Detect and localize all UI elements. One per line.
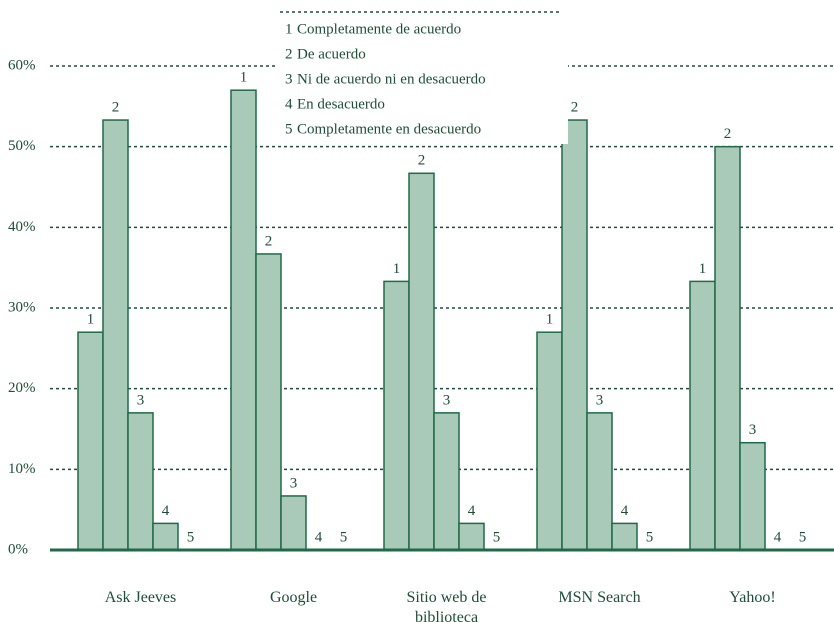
bar <box>433 412 460 551</box>
legend-label: Completamente de acuerdo <box>297 21 461 37</box>
bar-label: 1 <box>240 70 248 86</box>
bar-label: 5 <box>340 529 348 545</box>
legend-number: 3 <box>285 71 293 87</box>
y-tick-label: 20% <box>8 380 36 396</box>
bar-label: 1 <box>393 261 401 277</box>
bar-label: 2 <box>724 126 732 142</box>
bar-label: 2 <box>265 233 273 249</box>
bar-label: 2 <box>112 99 120 115</box>
bar-label: 5 <box>799 529 807 545</box>
bar-label: 3 <box>137 392 145 408</box>
y-tick-label: 50% <box>8 138 36 154</box>
bar <box>408 172 435 551</box>
y-tick-label: 10% <box>8 461 36 477</box>
bar-label: 5 <box>493 529 501 545</box>
bar-label: 4 <box>774 529 782 545</box>
legend-label: Ni de acuerdo ni en desacuerdo <box>297 71 486 87</box>
legend-label: Completamente en desacuerdo <box>297 121 481 137</box>
legend-number: 1 <box>285 21 293 37</box>
bar <box>561 119 588 551</box>
bar <box>689 280 716 551</box>
legend-number: 2 <box>285 46 293 62</box>
bar <box>739 441 766 551</box>
bar-label: 1 <box>87 312 95 328</box>
legend-label: De acuerdo <box>297 46 366 62</box>
bar <box>280 495 307 551</box>
y-tick-label: 60% <box>8 57 36 73</box>
bar-label: 3 <box>749 422 757 438</box>
bar <box>383 280 410 551</box>
legend-label: En desacuerdo <box>297 96 385 112</box>
bar-label: 5 <box>187 529 195 545</box>
bar <box>255 253 282 551</box>
bar <box>127 412 154 551</box>
bar-label: 1 <box>699 261 707 277</box>
bar-label: 3 <box>290 475 298 491</box>
x-tick-label: Yahoo! <box>729 589 776 606</box>
bar-label: 4 <box>315 529 323 545</box>
bar <box>586 412 613 551</box>
legend-number: 4 <box>285 96 293 112</box>
bar <box>102 119 129 551</box>
x-tick-label: Sitio web de biblioteca <box>406 589 487 622</box>
bar <box>714 145 741 551</box>
bar-label: 4 <box>162 503 170 519</box>
x-tick-label: Ask Jeeves <box>104 589 177 606</box>
bar-label: 5 <box>646 529 654 545</box>
bar-label: 2 <box>418 153 426 169</box>
x-tick-label: MSN Search <box>558 589 641 606</box>
legend-bg <box>278 16 568 144</box>
bar-label: 4 <box>621 503 629 519</box>
bar-label: 3 <box>596 392 604 408</box>
y-tick-label: 30% <box>8 299 36 315</box>
bar <box>152 522 179 551</box>
bar-label: 1 <box>546 312 554 328</box>
bar <box>611 522 638 551</box>
bar-label: 2 <box>571 99 579 115</box>
bar <box>458 522 485 551</box>
y-tick-label: 40% <box>8 219 36 235</box>
x-tick-label: Google <box>269 589 318 606</box>
legend-number: 5 <box>285 121 293 137</box>
bar <box>536 331 563 551</box>
bar <box>230 89 257 551</box>
bar-label: 4 <box>468 503 476 519</box>
bar-label: 3 <box>443 392 451 408</box>
y-tick-label: 0% <box>8 541 28 557</box>
bar <box>77 331 104 551</box>
